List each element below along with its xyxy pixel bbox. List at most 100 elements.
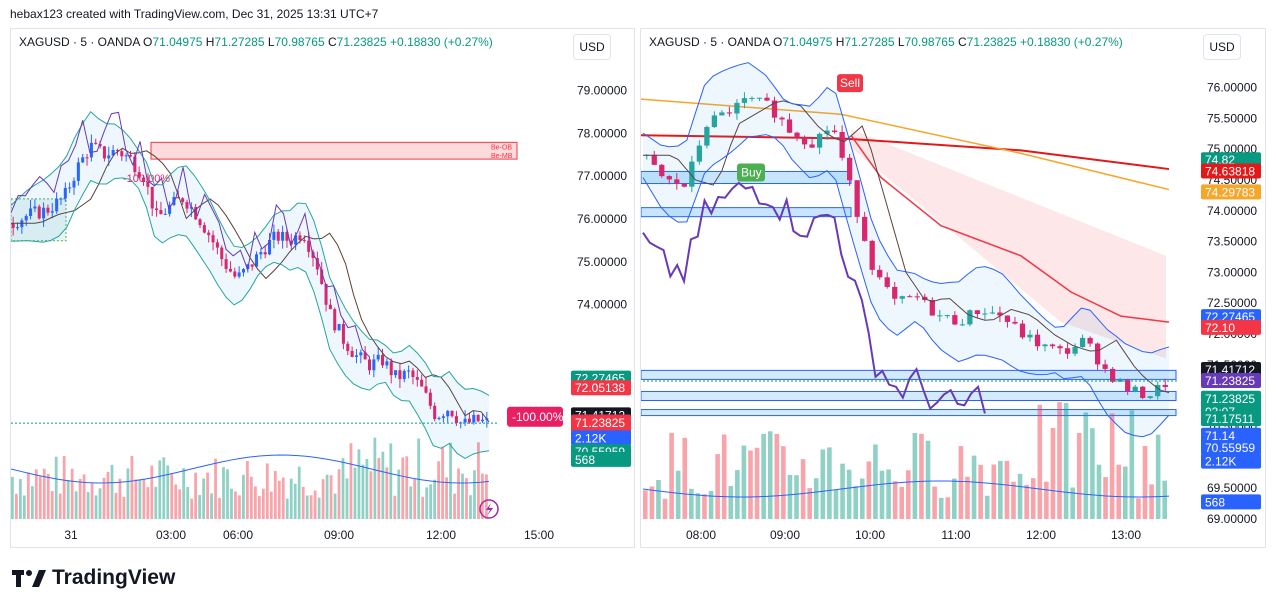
volume-bar xyxy=(912,432,918,519)
price-tag-label: 568 xyxy=(575,453,595,467)
volume-bar xyxy=(98,488,102,519)
candle-body xyxy=(1162,384,1168,387)
candle-body xyxy=(168,204,172,214)
candle-body xyxy=(433,405,437,420)
candle-body xyxy=(424,386,428,393)
volume-bar xyxy=(202,478,205,519)
volume-bar xyxy=(373,437,377,519)
candle-body xyxy=(463,418,467,423)
candle-body xyxy=(982,313,988,315)
x-tick-label: 09:00 xyxy=(324,528,354,542)
candle-body xyxy=(415,377,419,380)
currency-button[interactable]: USD xyxy=(573,34,611,60)
price-tag-bg xyxy=(1201,440,1261,456)
price-tag-label: 74.63818 xyxy=(1205,164,1255,178)
y-tick-label: 75.00000 xyxy=(577,255,627,269)
purple-indicator-line xyxy=(11,111,370,358)
volume-bar xyxy=(194,472,198,519)
legend-symbol: XAGUSD · 5 · OANDA xyxy=(19,35,140,49)
trailing-stop-line xyxy=(850,134,1170,323)
candle-body xyxy=(420,379,424,387)
candle-body xyxy=(1087,337,1093,344)
candle-body xyxy=(372,359,376,371)
left-chart-pane[interactable]: XAGUSD · 5 · OANDA O71.04975 H71.27285 L… xyxy=(10,28,635,548)
candle-body xyxy=(651,154,657,165)
volume-bar xyxy=(879,470,885,519)
volume-bar xyxy=(485,474,488,519)
volume-bar xyxy=(715,454,720,519)
candle-body xyxy=(350,350,354,357)
candle-body xyxy=(42,207,46,219)
right-chart-pane[interactable]: XAGUSD · 5 · OANDA O71.04975 H71.27285 L… xyxy=(640,28,1266,548)
candle-body xyxy=(298,235,302,241)
candle-body xyxy=(824,130,830,134)
volume-bar xyxy=(265,463,269,519)
volume-bar xyxy=(14,493,18,519)
sell-label-bg xyxy=(837,74,863,93)
price-tag-bg xyxy=(1201,184,1261,200)
candle-body xyxy=(276,231,280,241)
volume-bar xyxy=(820,449,826,519)
volume-bar xyxy=(154,486,158,519)
volume-bar xyxy=(965,476,970,519)
candle-body xyxy=(892,286,898,299)
candle-body xyxy=(185,202,189,209)
volume-bar xyxy=(218,497,221,519)
volume-bar xyxy=(919,433,924,519)
volume-bar xyxy=(46,473,50,519)
legend-open-r: 71.04975 xyxy=(782,35,833,49)
volume-bar xyxy=(62,455,66,519)
price-tag-label: 71.14 xyxy=(1205,429,1235,443)
volume-bar xyxy=(925,440,931,519)
volume-bar xyxy=(349,443,353,519)
candle-body xyxy=(1027,334,1033,338)
candle-body xyxy=(899,296,905,299)
volume-bar xyxy=(11,476,14,519)
volume-bar xyxy=(754,447,760,519)
ema-red-line xyxy=(641,134,1170,171)
volume-bar xyxy=(170,474,174,519)
volume-bar xyxy=(833,489,839,519)
volume-bar xyxy=(1063,403,1069,519)
volume-bar xyxy=(433,479,437,519)
price-tag-bg xyxy=(1201,319,1261,335)
legend-h-label: H xyxy=(205,35,215,49)
volume-bar xyxy=(1044,481,1049,519)
volume-bar xyxy=(341,458,345,519)
bollinger-lower xyxy=(642,134,1170,438)
candle-body xyxy=(220,247,224,260)
bollinger-fill xyxy=(643,62,1169,437)
x-tick-label: 13:00 xyxy=(1111,528,1141,542)
y-tick-label: 75.50000 xyxy=(1207,111,1257,125)
price-tag-label: 74.29783 xyxy=(1205,185,1255,199)
candle-body xyxy=(1049,344,1056,347)
volume-bar xyxy=(1030,478,1036,519)
x-tick-label: 15:00 xyxy=(524,528,554,542)
currency-button-r[interactable]: USD xyxy=(1203,34,1241,60)
tradingview-logo[interactable]: TradingView xyxy=(12,566,175,590)
left-chart-svg: Be-OBBe-MB-100.00%-100.00%79.0000078.000… xyxy=(11,83,631,542)
volume-bar xyxy=(932,486,937,519)
volume-bar xyxy=(389,443,393,519)
volume-bar xyxy=(198,494,202,519)
candle-body xyxy=(756,97,763,99)
volume-bar xyxy=(393,495,397,519)
candle-body xyxy=(250,264,254,267)
volume-bar xyxy=(178,489,182,519)
volume-bar xyxy=(405,456,409,519)
candle-body xyxy=(704,127,710,146)
candle-body xyxy=(974,310,981,315)
candle-body xyxy=(1110,368,1116,382)
candle-body xyxy=(367,359,372,371)
volume-bar xyxy=(735,470,740,519)
candle-body xyxy=(1102,364,1108,369)
volume-bar xyxy=(353,467,357,519)
candle-body xyxy=(681,183,687,187)
volume-bar xyxy=(166,465,170,519)
volume-bar xyxy=(86,492,90,519)
candle-body xyxy=(967,310,973,325)
volume-bar xyxy=(721,434,727,519)
volume-bar xyxy=(781,446,786,519)
be-mb-label: Be-MB xyxy=(491,153,513,160)
candle-body xyxy=(285,232,289,241)
